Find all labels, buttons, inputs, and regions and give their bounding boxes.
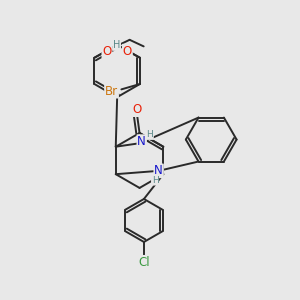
Text: H: H (146, 130, 153, 139)
Text: O: O (133, 103, 142, 116)
Text: N: N (137, 135, 146, 148)
Text: N: N (154, 164, 163, 177)
Text: H: H (113, 40, 120, 50)
Text: Br: Br (105, 85, 118, 98)
Text: O: O (123, 45, 132, 58)
Text: Cl: Cl (138, 256, 150, 269)
Text: O: O (102, 45, 112, 58)
Text: H: H (152, 176, 158, 185)
